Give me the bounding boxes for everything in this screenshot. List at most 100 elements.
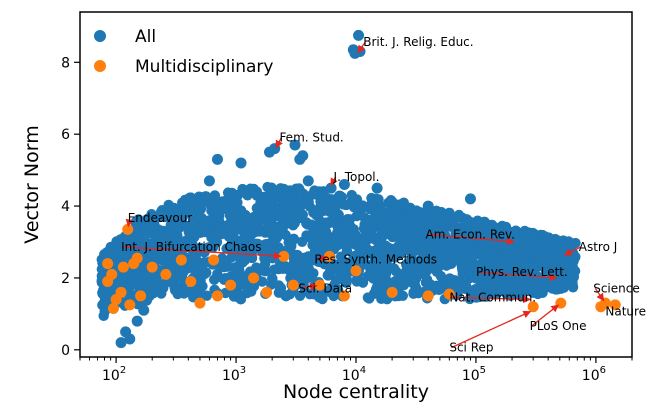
series-all-cloud-point — [273, 263, 284, 275]
y-axis-title: Vector Norm — [21, 125, 43, 243]
series-all-cloud-point — [470, 283, 481, 295]
legend-marker — [94, 30, 106, 42]
x-axis: 102 103 104 105 106 — [79, 357, 633, 384]
series-all-cloud-point — [126, 280, 137, 291]
series-all-cloud-point — [267, 273, 278, 285]
all-point — [443, 207, 455, 219]
series-all-cloud-point — [500, 221, 512, 233]
multidisciplinary-point — [338, 290, 350, 302]
series-all-cloud-point — [240, 209, 251, 221]
series-all-cloud-point — [188, 215, 199, 227]
series-all-cloud-point — [335, 267, 347, 278]
series-all-cloud-point — [251, 190, 262, 201]
multidisciplinary-point — [146, 261, 158, 273]
series-all-cloud-point — [267, 237, 279, 249]
annotation-label: Fem. Stud. — [279, 130, 343, 144]
series-all-cloud-point — [366, 201, 377, 212]
series-all-cloud-point — [464, 293, 476, 305]
series-all-cloud-point — [558, 282, 570, 293]
x-tick-base: 10 — [582, 368, 600, 384]
series-all-cloud-point — [338, 199, 349, 210]
annotation-label: Nat. Commun. — [449, 290, 536, 304]
series-all-cloud-point — [570, 251, 581, 263]
series-all-cloud-point — [252, 238, 263, 249]
series-all-cloud-point — [449, 275, 461, 286]
series-all-cloud-point — [375, 274, 386, 286]
series-all-cloud-point — [320, 217, 331, 228]
series-all-cloud-point — [202, 215, 213, 227]
series-all-cloud-point — [307, 189, 318, 200]
multidisciplinary-point — [208, 254, 220, 266]
all-point — [556, 250, 568, 262]
multidisciplinary-point — [124, 299, 136, 311]
series-all-cloud-point — [563, 238, 574, 250]
annotation-arrow — [300, 282, 318, 291]
series-all-cloud-point — [239, 271, 251, 282]
x-tick-label: 105 — [462, 365, 486, 384]
series-all-cloud-point — [159, 236, 170, 247]
series-all-cloud-point — [394, 249, 405, 261]
series-all-cloud-point — [395, 269, 407, 280]
series-all-cloud-point — [436, 218, 447, 229]
series-all-cloud-point — [511, 257, 523, 269]
series-all-cloud-point — [357, 200, 369, 212]
series-all-cloud-point — [452, 231, 464, 242]
y-tick-label: 0 — [61, 343, 70, 359]
all-point — [527, 286, 539, 298]
series-all-cloud-point — [543, 236, 555, 248]
all-point — [211, 153, 223, 165]
series-all-cloud-point — [287, 235, 298, 247]
x-tick-label: 104 — [342, 365, 366, 384]
multidisciplinary-point — [609, 299, 621, 311]
annotation-label: Am. Econ. Rev. — [426, 227, 515, 241]
annotation-arrow — [330, 176, 338, 187]
series-all-cloud-point — [221, 243, 232, 254]
series-all-cloud-point — [553, 235, 564, 247]
all-point — [338, 179, 350, 190]
y-tick-label: 2 — [61, 271, 70, 287]
multidisciplinary-point — [194, 297, 206, 309]
series-all-cloud-point — [233, 260, 245, 271]
series-all-cloud-point — [351, 256, 363, 267]
series-all-cloud-point — [97, 287, 108, 299]
series-all-cloud-point — [380, 240, 391, 251]
series-all-cloud-point — [299, 268, 311, 280]
all-point — [371, 182, 383, 194]
all-point — [107, 247, 119, 259]
series-all-cloud-point — [372, 265, 384, 277]
x-tick-exponent: 4 — [360, 365, 366, 376]
all-point — [353, 29, 365, 41]
annotation-arrow — [357, 41, 366, 54]
series-all-cloud-point — [328, 213, 339, 224]
series-all-cloud-point — [224, 210, 236, 221]
multidisciplinary-point — [225, 279, 237, 291]
annotation-arrow — [563, 246, 582, 256]
series-all-cloud-point — [510, 225, 522, 236]
series-all-cloud-point — [543, 257, 554, 268]
series-all-cloud-point — [308, 289, 320, 300]
annotation-arrow — [316, 254, 328, 263]
series-all-cloud-point — [200, 257, 211, 268]
series-all-cloud-point — [182, 261, 194, 273]
series-all-cloud-point — [209, 192, 221, 204]
series-all-cloud-point — [220, 287, 231, 299]
series-all-cloud-point — [350, 230, 362, 241]
multidisciplinary-point — [122, 223, 134, 235]
multidisciplinary-point — [386, 286, 398, 298]
series-all-cloud-point — [259, 258, 271, 270]
x-tick-base: 10 — [462, 368, 480, 384]
annotation-arrow — [531, 304, 560, 327]
annotation-label: Astro J — [579, 240, 618, 254]
all-point — [470, 272, 482, 284]
series-all-cloud-point — [374, 256, 385, 267]
multidisciplinary-point — [131, 252, 143, 264]
series-all-cloud-point — [413, 288, 424, 299]
x-axis-title: Node centrality — [283, 381, 429, 403]
all-point — [294, 153, 306, 165]
annotation-label: Science — [593, 281, 640, 295]
series-all-cloud-point — [174, 212, 185, 224]
series-all-cloud-point — [310, 242, 322, 253]
series-all-cloud-point — [208, 274, 220, 285]
series-all-cloud-point — [265, 225, 277, 236]
series-all-cloud-point — [162, 210, 173, 221]
